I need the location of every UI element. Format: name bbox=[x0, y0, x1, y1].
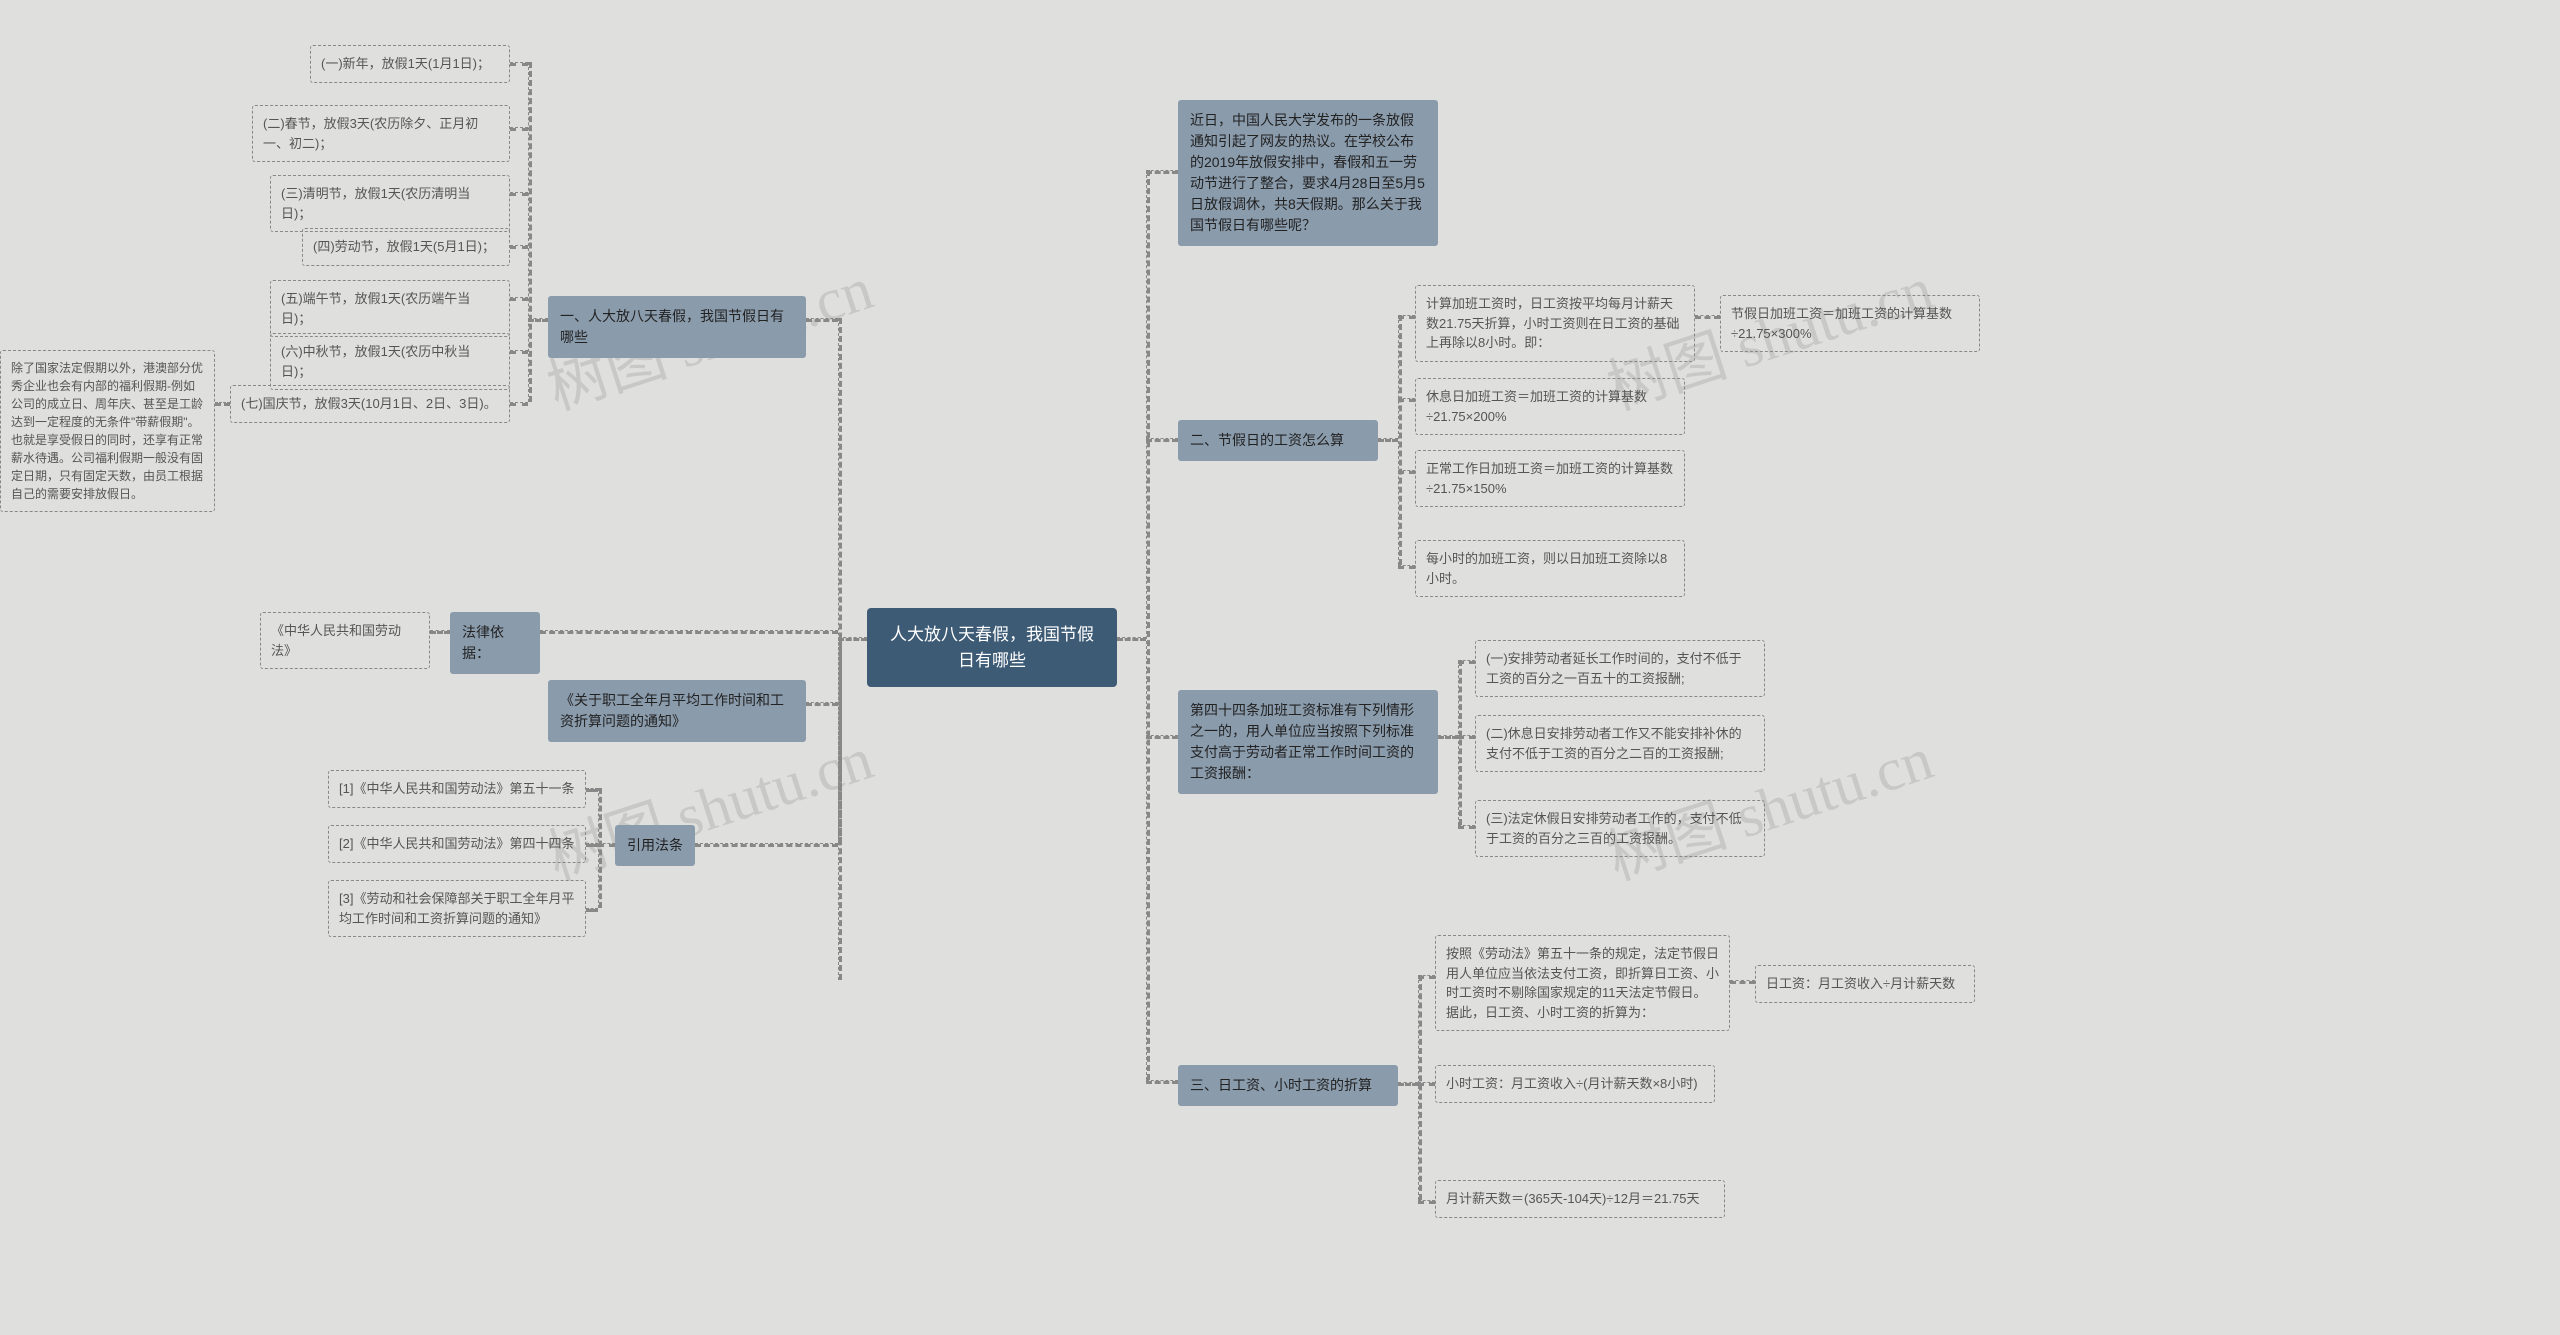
right-b2: 二、节假日的工资怎么算 bbox=[1178, 420, 1378, 461]
right-b4-c0: 按照《劳动法》第五十一条的规定，法定节假日用人单位应当依法支付工资，即折算日工资… bbox=[1435, 935, 1730, 1031]
left-b4: 引用法条 bbox=[615, 825, 695, 866]
right-b3-c0: (一)安排劳动者延长工作时间的，支付不低于工资的百分之一百五十的工资报酬; bbox=[1475, 640, 1765, 697]
left-b1-extra: 除了国家法定假期以外，港澳部分优秀企业也会有内部的福利假期-例如公司的成立日、周… bbox=[0, 350, 215, 512]
right-b4-c0-sub: 日工资：月工资收入÷月计薪天数 bbox=[1755, 965, 1975, 1003]
left-b4-c0: [1]《中华人民共和国劳动法》第五十一条 bbox=[328, 770, 586, 808]
right-b2-c3: 每小时的加班工资，则以日加班工资除以8小时。 bbox=[1415, 540, 1685, 597]
right-b2-c1: 休息日加班工资＝加班工资的计算基数÷21.75×200% bbox=[1415, 378, 1685, 435]
left-b4-c1: [2]《中华人民共和国劳动法》第四十四条 bbox=[328, 825, 586, 863]
left-b1-c5: (六)中秋节，放假1天(农历中秋当日)； bbox=[270, 333, 510, 390]
right-b4: 三、日工资、小时工资的折算 bbox=[1178, 1065, 1398, 1106]
left-b2-c0: 《中华人民共和国劳动法》 bbox=[260, 612, 430, 669]
root-node: 人大放八天春假，我国节假日有哪些 bbox=[867, 608, 1117, 687]
right-b3-c2: (三)法定休假日安排劳动者工作的，支付不低于工资的百分之三百的工资报酬。 bbox=[1475, 800, 1765, 857]
right-b4-c1: 小时工资：月工资收入÷(月计薪天数×8小时) bbox=[1435, 1065, 1715, 1103]
root-label: 人大放八天春假，我国节假日有哪些 bbox=[890, 625, 1094, 670]
left-b1-c1: (二)春节，放假3天(农历除夕、正月初一、初二)； bbox=[252, 105, 510, 162]
right-b2-c0-sub: 节假日加班工资＝加班工资的计算基数÷21.75×300% bbox=[1720, 295, 1980, 352]
left-b1-c2: (三)清明节，放假1天(农历清明当日)； bbox=[270, 175, 510, 232]
right-b3-c1: (二)休息日安排劳动者工作又不能安排补休的支付不低于工资的百分之二百的工资报酬; bbox=[1475, 715, 1765, 772]
right-intro: 近日，中国人民大学发布的一条放假通知引起了网友的热议。在学校公布的2019年放假… bbox=[1178, 100, 1438, 246]
left-b1-c0: (一)新年，放假1天(1月1日)； bbox=[310, 45, 510, 83]
right-b2-c2: 正常工作日加班工资＝加班工资的计算基数÷21.75×150% bbox=[1415, 450, 1685, 507]
right-b4-c2: 月计薪天数＝(365天-104天)÷12月＝21.75天 bbox=[1435, 1180, 1725, 1218]
left-b1: 一、人大放八天春假，我国节假日有哪些 bbox=[548, 296, 806, 358]
left-b1-c6: (七)国庆节，放假3天(10月1日、2日、3日)。 bbox=[230, 385, 510, 423]
left-b3: 《关于职工全年月平均工作时间和工资折算问题的通知》 bbox=[548, 680, 806, 742]
left-b4-c2: [3]《劳动和社会保障部关于职工全年月平均工作时间和工资折算问题的通知》 bbox=[328, 880, 586, 937]
right-b3: 第四十四条加班工资标准有下列情形之一的，用人单位应当按照下列标准支付高于劳动者正… bbox=[1178, 690, 1438, 794]
left-b2: 法律依据： bbox=[450, 612, 540, 674]
left-b1-c4: (五)端午节，放假1天(农历端午当日)； bbox=[270, 280, 510, 337]
left-b1-c3: (四)劳动节，放假1天(5月1日)； bbox=[302, 228, 510, 266]
right-b2-c0: 计算加班工资时，日工资按平均每月计薪天数21.75天折算，小时工资则在日工资的基… bbox=[1415, 285, 1695, 362]
